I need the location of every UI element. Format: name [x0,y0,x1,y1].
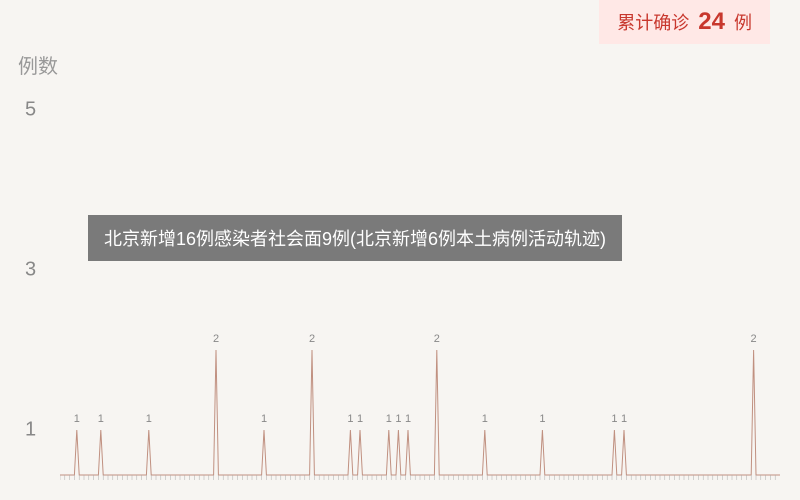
spike-value-label: 2 [309,333,315,345]
y-tick-label: 5 [25,99,36,122]
spike-value-label: 1 [261,413,267,425]
spike-value-label: 1 [98,413,104,425]
spike-chart: 11121211111211112 [60,80,780,480]
badge-number: 24 [698,8,725,35]
y-tick-label: 3 [25,259,36,282]
y-tick-label: 1 [25,419,36,442]
spike-value-label: 1 [146,413,152,425]
spike-value-label: 1 [74,413,80,425]
spike-value-label: 1 [347,413,353,425]
spike-value-label: 2 [751,333,757,345]
spike-value-label: 1 [621,413,627,425]
spike-value-label: 1 [482,413,488,425]
spike-line [60,350,780,475]
spike-value-label: 2 [434,333,440,345]
total-confirmed-badge: 累计确诊 24 例 [599,0,770,44]
spike-value-label: 1 [539,413,545,425]
y-axis-label: 例数 [18,50,58,79]
spike-value-label: 1 [611,413,617,425]
spike-value-label: 2 [213,333,219,345]
spike-value-label: 1 [386,413,392,425]
spike-value-label: 1 [395,413,401,425]
spike-value-label: 1 [405,413,411,425]
spike-value-label: 1 [357,413,363,425]
badge-suffix: 例 [734,13,752,33]
badge-prefix: 累计确诊 [617,13,689,33]
overlay-caption: 北京新增16例感染者社会面9例(北京新增6例本土病例活动轨迹) [88,215,622,261]
